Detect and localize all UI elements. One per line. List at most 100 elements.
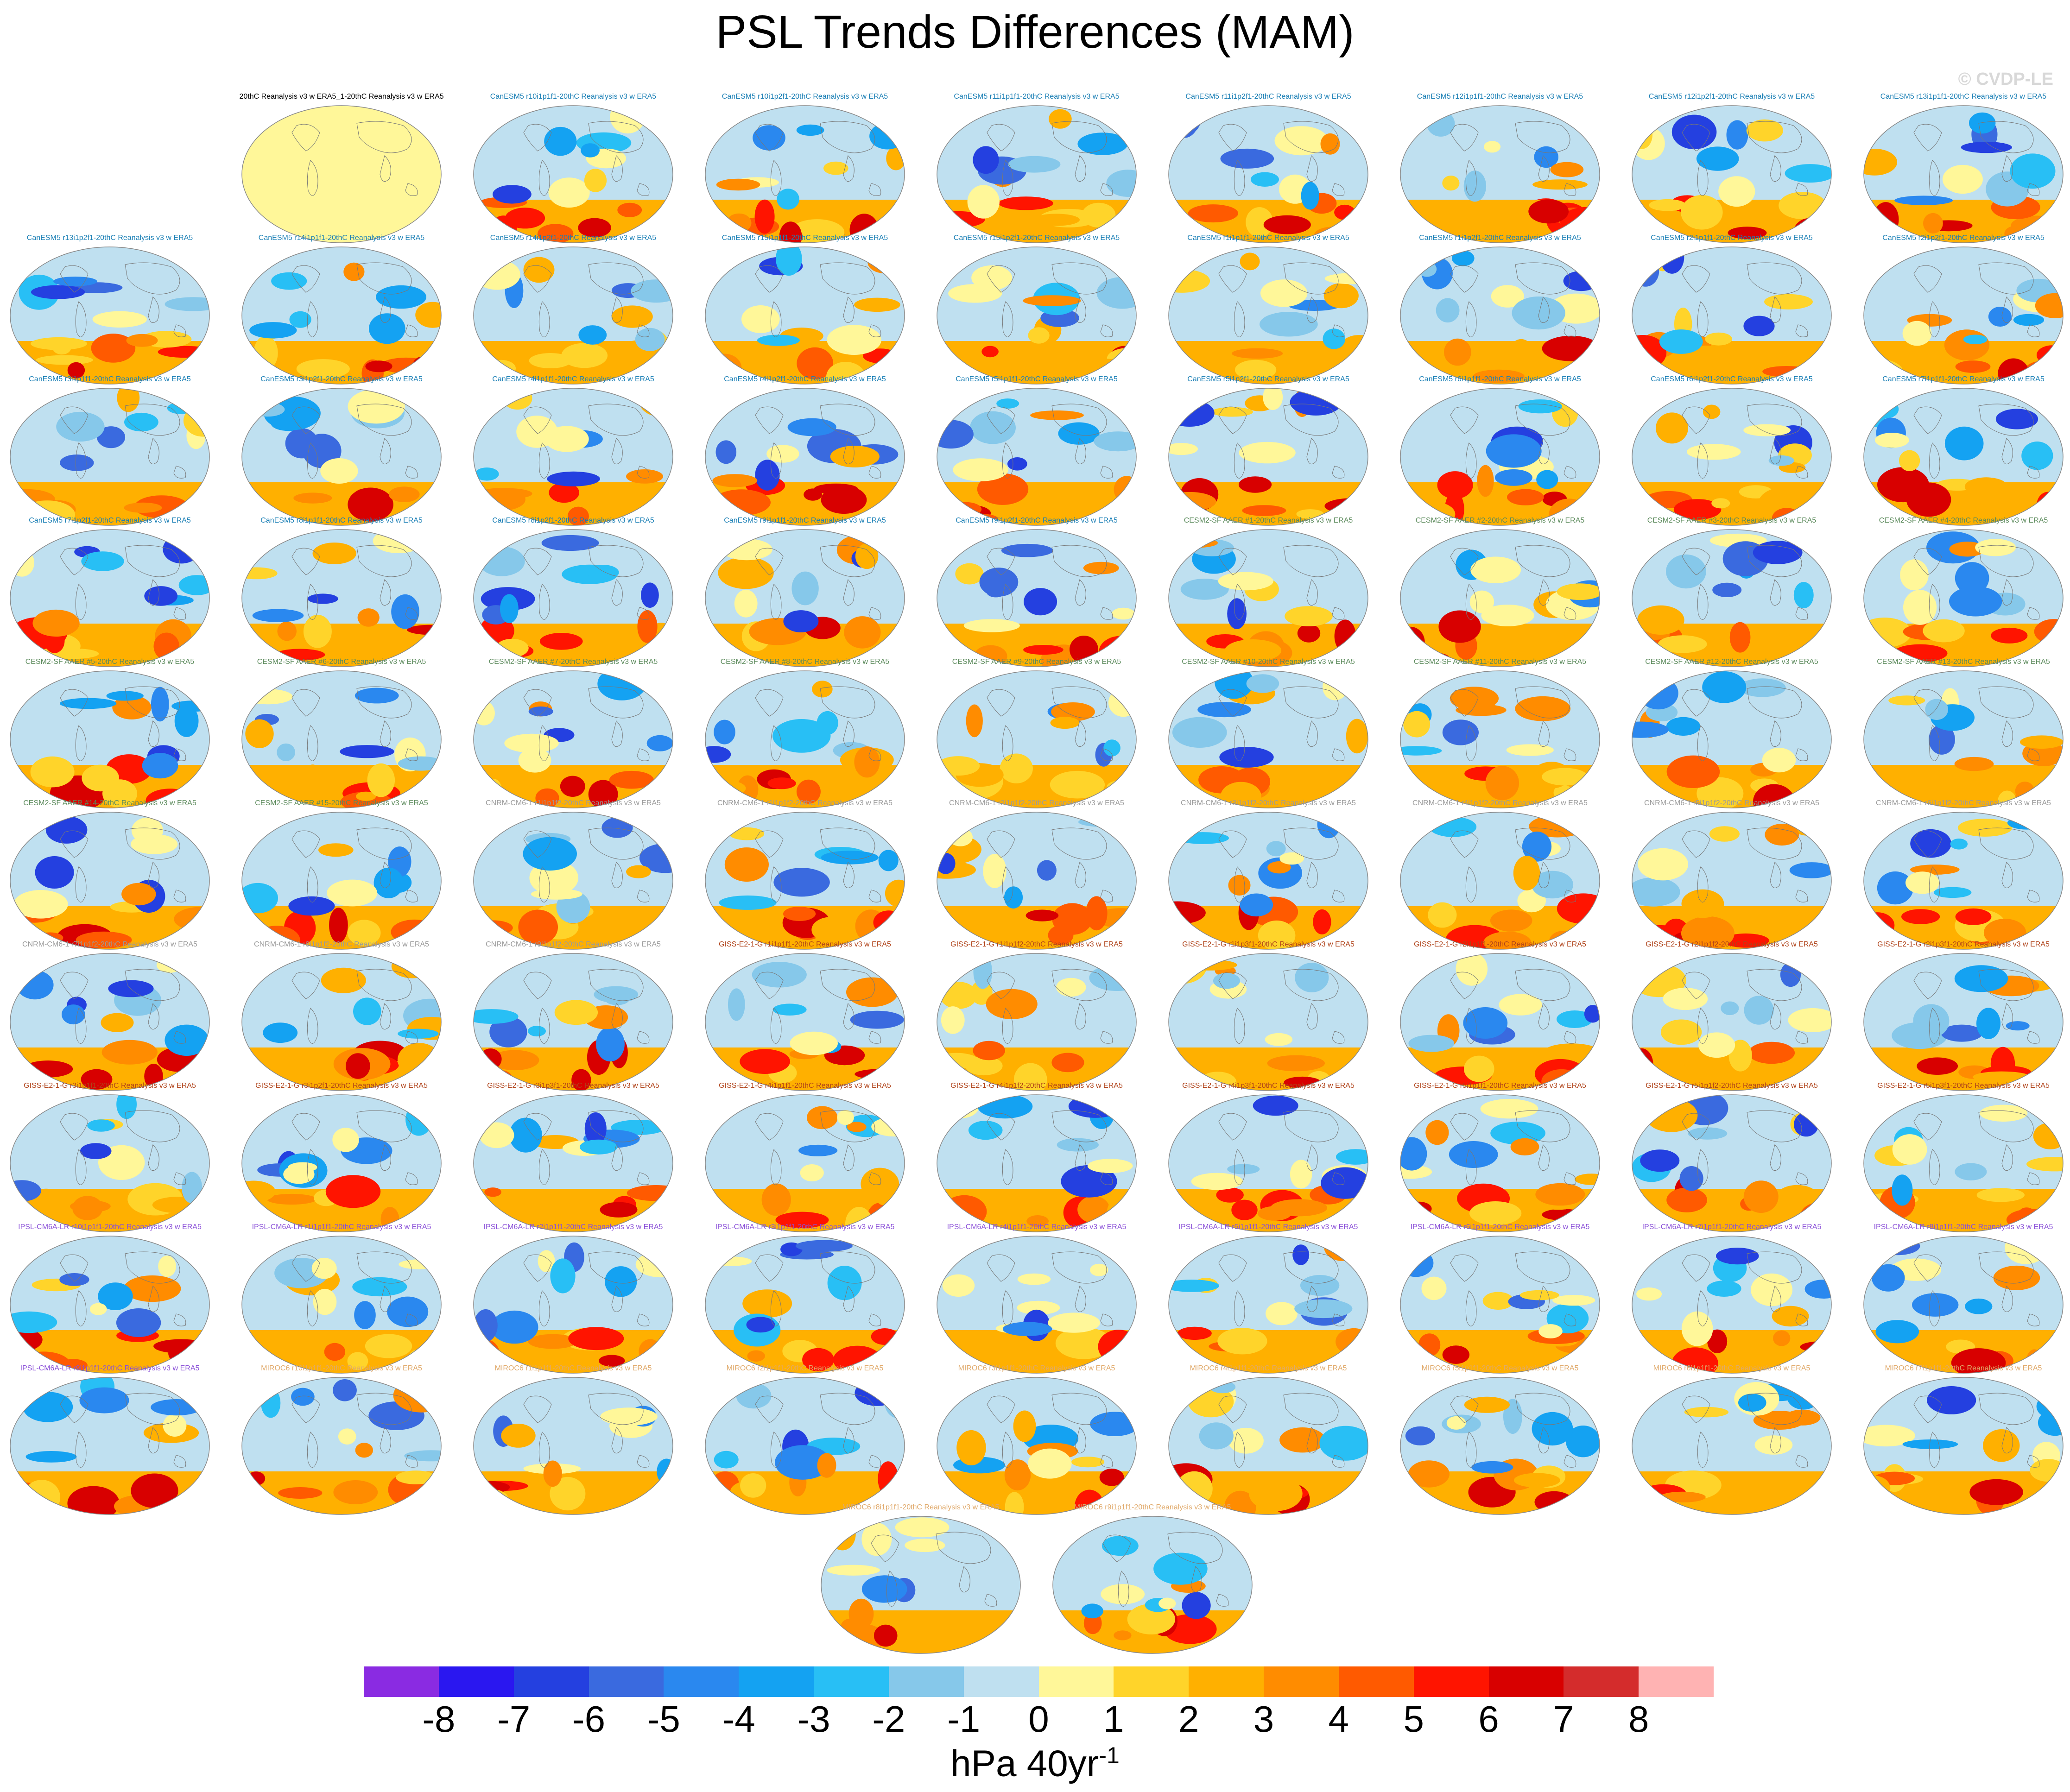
- anomaly-blob: [1748, 1041, 1795, 1064]
- anomaly-blob: [1794, 1112, 1819, 1137]
- anomaly-blob: [1746, 119, 1783, 142]
- map-panel: MIROC6 r6i1p1f1-20thC Reanalysis v3 w ER…: [1631, 1364, 1832, 1515]
- colorbar-tick-label: -2: [872, 1698, 905, 1740]
- anomaly-blob: [1888, 695, 1925, 706]
- anomaly-blob: [560, 776, 585, 797]
- globe-outline: [705, 1094, 905, 1232]
- globe-outline: [705, 105, 905, 243]
- map-panel: GISS-E2-1-G r2i1p1f2-20thC Reanalysis v3…: [1631, 940, 1832, 1092]
- panel-title: CanESM5 r8i1p1f1-20thC Reanalysis v3 w E…: [260, 517, 423, 524]
- map-panel: CanESM5 r11i1p2f1-20thC Reanalysis v3 w …: [1168, 93, 1369, 244]
- coastline: [987, 545, 1113, 620]
- map-panel: IPSL-CM6A-LR r8i1p1f1-20thC Reanalysis v…: [1863, 1223, 2064, 1374]
- panel-title: CNRM-CM6-1 r9i1p1f2-20thC Reanalysis v3 …: [486, 940, 661, 948]
- anomaly-blob: [1666, 717, 1701, 736]
- anomaly-blob: [1057, 1138, 1099, 1152]
- anomaly-blob: [479, 1048, 502, 1070]
- anomaly-blob: [324, 1343, 346, 1361]
- anomaly-blob: [52, 340, 71, 355]
- anomaly-blob: [1806, 815, 1831, 841]
- coastline: [987, 1393, 1113, 1468]
- map-panel: CanESM5 r15i1p1f1-20thC Reanalysis v3 w …: [704, 234, 905, 385]
- anomaly-blob: [1481, 605, 1534, 626]
- panel-title: CanESM5 r5i1p1f1-20thC Reanalysis v3 w E…: [956, 375, 1118, 383]
- panel-title: CanESM5 r6i1p1f1-20thC Reanalysis v3 w E…: [1419, 375, 1581, 383]
- panel-title: GISS-E2-1-G r3i1p1f1-20thC Reanalysis v3…: [24, 1082, 196, 1090]
- map-panel: CESM2-SF AAER #14-20thC Reanalysis v3 w …: [9, 799, 210, 950]
- anomaly-blob: [1265, 1033, 1293, 1046]
- coastline: [1450, 969, 1576, 1044]
- anomaly-blob: [724, 847, 769, 882]
- anomaly-blob: [1171, 342, 1196, 358]
- globe-outline: [473, 105, 673, 243]
- anomaly-blob: [971, 265, 1012, 290]
- anomaly-blob: [1477, 465, 1494, 497]
- panel-title: MIROC6 r2i1p1f1-20thC Reanalysis v3 w ER…: [726, 1364, 884, 1372]
- anomaly-blob: [1507, 489, 1544, 505]
- anomaly-blob: [1442, 1345, 1470, 1364]
- panel-title: CanESM5 r1i1p2f1-20thC Reanalysis v3 w E…: [1419, 234, 1581, 242]
- anomaly-blob: [796, 124, 824, 136]
- anomaly-blob: [1509, 339, 1533, 368]
- anomaly-blob: [1224, 639, 1282, 662]
- anomaly-blob: [1339, 953, 1366, 978]
- globe-outline: [937, 1377, 1137, 1515]
- globe-map: [1168, 246, 1368, 385]
- coastline: [987, 404, 1113, 479]
- anomaly-blob: [151, 1399, 203, 1416]
- anomaly-blob: [2035, 293, 2063, 318]
- globe-map: [241, 1236, 442, 1374]
- anomaly-blob: [1297, 624, 1321, 643]
- anomaly-blob: [509, 1117, 542, 1153]
- globe-map: [937, 812, 1137, 950]
- anomaly-blob: [518, 748, 551, 773]
- anomaly-blob: [1929, 766, 1981, 791]
- globe-map: [1052, 1516, 1253, 1654]
- map-panel: MIROC6 r5i1p1f1-20thC Reanalysis v3 w ER…: [1399, 1364, 1601, 1515]
- anomaly-blob: [956, 1430, 986, 1465]
- globe-outline: [241, 388, 442, 526]
- anomaly-blob: [1246, 207, 1273, 238]
- coastline: [755, 1393, 881, 1468]
- anomaly-blob: [293, 492, 332, 504]
- map-panel: CanESM5 r6i1p1f1-20thC Reanalysis v3 w E…: [1399, 375, 1601, 526]
- anomaly-blob: [728, 988, 745, 1021]
- anomaly-blob: [1169, 443, 1198, 455]
- map-panel: CanESM5 r4i1p1f1-20thC Reanalysis v3 w E…: [473, 375, 674, 526]
- globe-map: [10, 529, 210, 667]
- panel-title: GISS-E2-1-G r5i1p3f1-20thC Reanalysis v3…: [1877, 1082, 2050, 1090]
- globe-outline: [1168, 1094, 1368, 1232]
- anomaly-blob: [365, 1334, 412, 1358]
- globe-outline: [10, 812, 210, 950]
- anomaly-blob: [296, 359, 350, 379]
- zero-field: [242, 106, 441, 243]
- coastline: [1102, 1532, 1229, 1607]
- map-panel: MIROC6 r4i1p1f1-20thC Reanalysis v3 w ER…: [1168, 1364, 1369, 1515]
- anomaly-blob: [528, 1334, 577, 1349]
- anomaly-blob: [1266, 841, 1286, 857]
- globe-map: [1400, 529, 1600, 667]
- globe-outline: [1863, 1236, 2064, 1374]
- panel-title: CanESM5 r7i1p1f1-20thC Reanalysis v3 w E…: [1882, 375, 2045, 383]
- anomaly-blob: [500, 594, 519, 624]
- anomaly-blob: [1557, 583, 1600, 600]
- anomaly-blob: [1218, 572, 1273, 591]
- anomaly-blob: [1224, 1490, 1256, 1514]
- panel-title: CNRM-CM6-1 r6i1p1f2-20thC Reanalysis v3 …: [1876, 799, 2051, 807]
- anomaly-blob: [641, 582, 659, 608]
- map-panel: CanESM5 r13i1p1f1-20thC Reanalysis v3 w …: [1863, 93, 2064, 244]
- anomaly-blob: [746, 1317, 775, 1333]
- anomaly-blob: [1108, 688, 1136, 717]
- anomaly-blob: [844, 616, 881, 649]
- panel-title: IPSL-CM6A-LR r7i1p1f1-20thC Reanalysis v…: [1642, 1223, 1822, 1231]
- coastline: [1682, 969, 1808, 1044]
- anomaly-blob: [716, 178, 760, 191]
- anomaly-blob: [1584, 1005, 1600, 1023]
- coastline: [1450, 1251, 1576, 1326]
- anomaly-blob: [289, 311, 311, 328]
- anomaly-blob: [942, 1274, 975, 1297]
- anomaly-blob: [398, 756, 441, 771]
- anomaly-blob: [165, 1024, 209, 1056]
- map-panel: CanESM5 r3i1p1f1-20thC Reanalysis v3 w E…: [9, 375, 210, 526]
- anomaly-blob: [1739, 678, 1786, 697]
